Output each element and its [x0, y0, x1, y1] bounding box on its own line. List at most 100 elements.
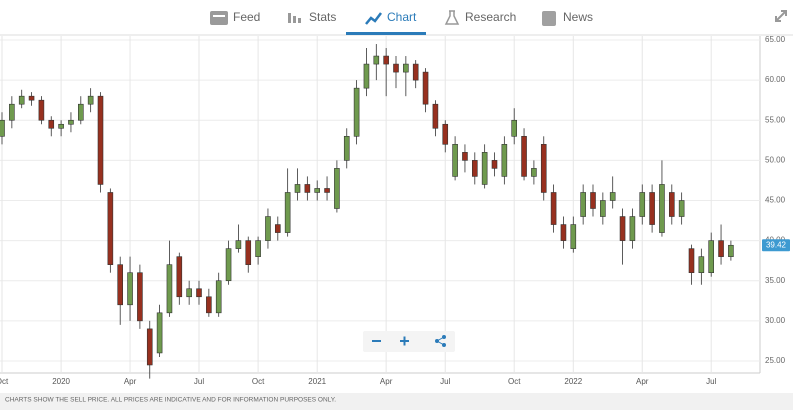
y-tick-label: 55.00	[765, 115, 786, 124]
candle-body	[708, 240, 715, 274]
candle-body	[521, 135, 527, 177]
candle-body	[186, 288, 192, 298]
zoom-in[interactable]	[400, 336, 409, 346]
x-tick-label: 2021	[308, 377, 326, 386]
candle-body	[117, 264, 123, 306]
y-tick-label: 25.00	[765, 356, 786, 365]
tab[interactable]: Stats	[309, 10, 336, 24]
active-tab-underline	[346, 32, 426, 35]
tab-bar	[0, 0, 793, 35]
feed-icon-line	[213, 15, 225, 17]
last-price-label: 39.42	[766, 240, 787, 249]
candle-body	[393, 63, 399, 73]
x-tick-label: Oct	[508, 377, 521, 386]
candle-body	[590, 192, 596, 209]
candle-body	[452, 144, 458, 177]
candle-body	[442, 123, 449, 145]
candle-body	[343, 135, 350, 161]
candle-body	[314, 188, 321, 193]
candle-body	[225, 248, 232, 282]
candle-body	[511, 119, 518, 137]
x-tick-label: 2020	[52, 377, 70, 386]
candle-body	[698, 256, 705, 274]
candle-body	[334, 168, 340, 209]
candle-body	[304, 184, 311, 193]
x-tick-label: Oct	[0, 377, 9, 386]
candle-body	[58, 123, 64, 129]
y-tick-label: 30.00	[765, 316, 786, 325]
candle-body	[265, 216, 271, 241]
candle-body	[550, 192, 557, 225]
zoom-controls	[363, 331, 455, 352]
tab[interactable]: Feed	[233, 10, 260, 24]
candle-body	[87, 95, 94, 105]
stats-icon	[288, 13, 301, 23]
candle-body	[206, 296, 212, 314]
candle-body	[28, 95, 35, 101]
candle-body	[373, 55, 380, 65]
tab[interactable]: News	[563, 10, 593, 24]
candle-body	[107, 192, 114, 265]
candle-body	[235, 240, 242, 249]
candle-body	[196, 288, 202, 298]
candle-body	[639, 192, 646, 217]
candle-body	[481, 152, 488, 185]
candle-body	[137, 272, 143, 322]
x-tick-label: 2022	[564, 377, 582, 386]
candle-body	[540, 144, 547, 193]
candle-body	[570, 224, 577, 249]
candle-body	[48, 119, 55, 129]
disclaimer: CHARTS SHOW THE SELL PRICE. ALL PRICES A…	[5, 397, 336, 404]
candle-body	[728, 244, 734, 257]
candle-body	[422, 71, 429, 105]
candle-body	[284, 192, 291, 233]
tab-icons	[210, 10, 787, 26]
candle-body	[668, 192, 675, 217]
candle-body	[432, 103, 439, 129]
chart-icon	[365, 12, 382, 25]
y-tick-label: 60.00	[765, 75, 786, 84]
candle-body	[363, 63, 370, 89]
candle-body	[649, 192, 655, 225]
candle-body	[491, 160, 498, 169]
candle-body	[38, 99, 45, 121]
share-button[interactable]	[435, 335, 446, 347]
y-tick-label: 65.00	[765, 35, 786, 44]
expand-icon[interactable]	[775, 10, 787, 22]
candle-body	[146, 328, 153, 366]
tab[interactable]: Research	[465, 10, 516, 24]
candle-body	[0, 119, 5, 137]
x-tick-label: Oct	[252, 377, 265, 386]
candle-body	[324, 188, 330, 193]
candle-body	[600, 200, 606, 217]
candle-body	[353, 87, 360, 137]
tabs: Feed Stats Chart Research News	[233, 10, 593, 35]
candle-body	[9, 103, 15, 121]
candle-body	[471, 160, 478, 177]
candle-body	[560, 224, 567, 241]
x-tick-label: Jul	[440, 377, 450, 386]
candle-body	[718, 240, 724, 257]
feed-icon	[210, 11, 228, 25]
candle-body	[580, 192, 586, 217]
candle-body	[412, 63, 419, 81]
candle-body	[294, 184, 301, 193]
research-icon	[444, 10, 460, 25]
y-tick-label: 50.00	[765, 155, 786, 164]
plot: 25.0030.0035.0040.0045.0050.0055.0060.00…	[0, 35, 790, 386]
x-tick-label: Jul	[194, 377, 204, 386]
y-tick-label: 35.00	[765, 276, 786, 285]
tab[interactable]: Chart	[387, 10, 417, 24]
candle-body	[255, 240, 261, 257]
x-tick-label: Apr	[636, 377, 649, 386]
x-tick-label: Jul	[706, 377, 716, 386]
candle-body	[619, 216, 626, 241]
footer	[0, 393, 793, 410]
candle-body	[609, 192, 616, 201]
candle-body	[274, 224, 281, 233]
candle-body	[176, 256, 183, 298]
candle-body	[78, 103, 84, 121]
candle-body	[403, 63, 409, 73]
